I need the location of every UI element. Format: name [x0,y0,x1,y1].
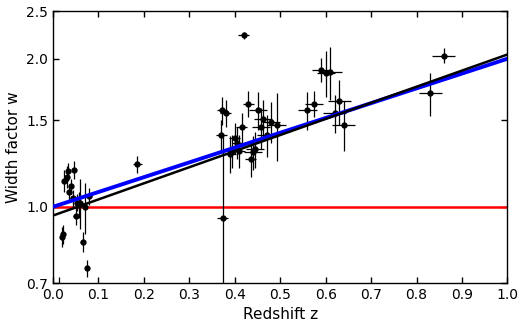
X-axis label: Redshift z: Redshift z [243,307,318,322]
Y-axis label: Width factor w: Width factor w [6,91,20,203]
